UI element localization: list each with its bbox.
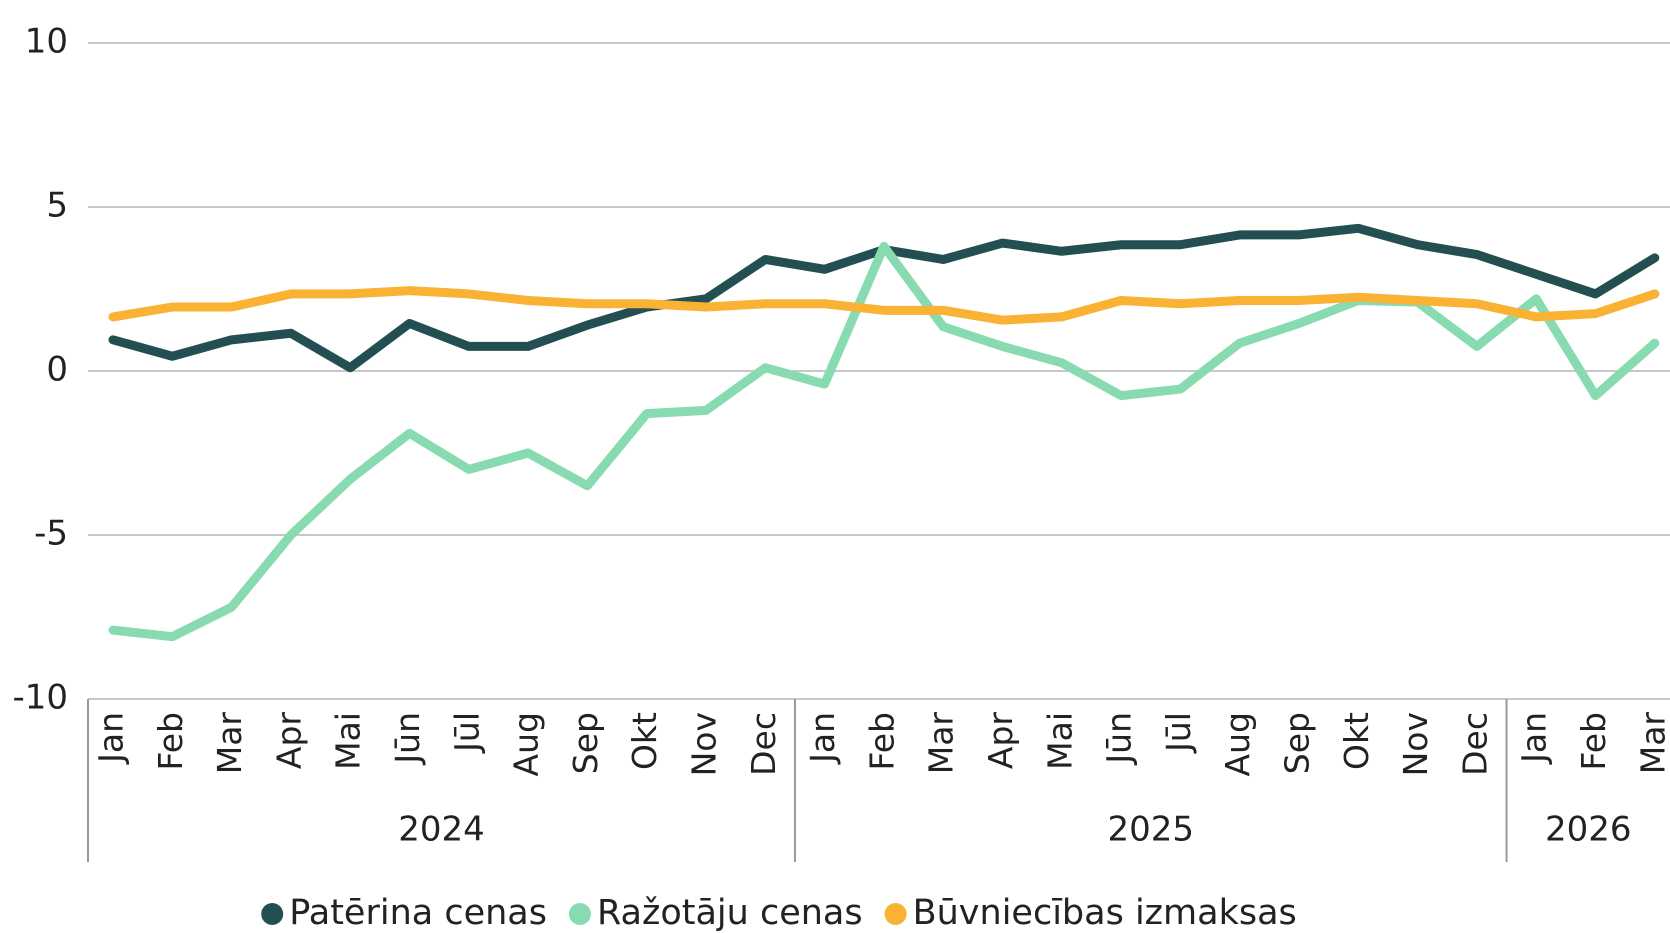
x-tick-label: Mai (1040, 712, 1079, 770)
x-tick-label: Feb (1574, 712, 1613, 770)
legend-item: Ražotāju cenas (568, 893, 863, 933)
y-tick-label: 5 (46, 186, 68, 226)
x-tick-label: Sep (1278, 712, 1317, 774)
x-tick-label: Feb (862, 712, 901, 770)
x-tick-label: Apr (269, 712, 308, 770)
x-tick-label: Nov (1396, 712, 1435, 776)
x-tick-label: Okt (625, 712, 664, 770)
legend-label: Patērina cenas (289, 893, 547, 933)
x-tick-label: Jūl (1159, 712, 1198, 754)
x-tick-label: Dec (1455, 712, 1494, 776)
x-tick-label: Aug (507, 712, 546, 776)
x-group-label: 2025 (1107, 810, 1194, 850)
x-tick-label: Mar (210, 712, 249, 775)
legend: Patērina cenas Ražotāju cenas Būvniecības … (261, 893, 1297, 933)
legend-marker (568, 903, 591, 925)
legend-item: Būvniecības izmaksas (884, 893, 1297, 933)
x-tick-label: Mar (922, 712, 961, 775)
x-tick-label: Jan (92, 712, 131, 765)
x-tick-label: Aug (1218, 712, 1257, 776)
x-tick-label: Okt (1337, 712, 1376, 770)
x-tick-label: Feb (151, 712, 190, 770)
x-tick-label: Mai (329, 712, 368, 770)
x-group-label: 2026 (1545, 810, 1632, 850)
x-tick-label: Jūn (1100, 712, 1139, 766)
x-tick-label: Nov (685, 712, 724, 776)
x-tick-label: Mar (1633, 712, 1670, 775)
x-tick-label: Dec (744, 712, 783, 776)
x-group-label: 2024 (398, 810, 485, 850)
legend-marker (261, 903, 284, 925)
legend-label: Ražotāju cenas (597, 893, 863, 933)
x-tick-label: Jūn (388, 712, 427, 766)
x-tick-label: Jan (803, 712, 842, 765)
y-tick-label: 0 (46, 350, 68, 390)
legend-item: Patērina cenas (261, 893, 547, 933)
legend-marker (884, 903, 907, 925)
series-line (108, 286, 1660, 325)
x-tick-label: Apr (981, 712, 1020, 770)
y-tick-label: 10 (25, 22, 68, 62)
legend-label: Būvniecības izmaksas (913, 893, 1297, 933)
x-tick-label: Jūl (447, 712, 486, 754)
y-tick-label: -10 (12, 678, 68, 718)
x-tick-label: Sep (566, 712, 605, 774)
y-tick-label: -5 (34, 514, 68, 554)
x-tick-label: Jan (1515, 712, 1554, 765)
